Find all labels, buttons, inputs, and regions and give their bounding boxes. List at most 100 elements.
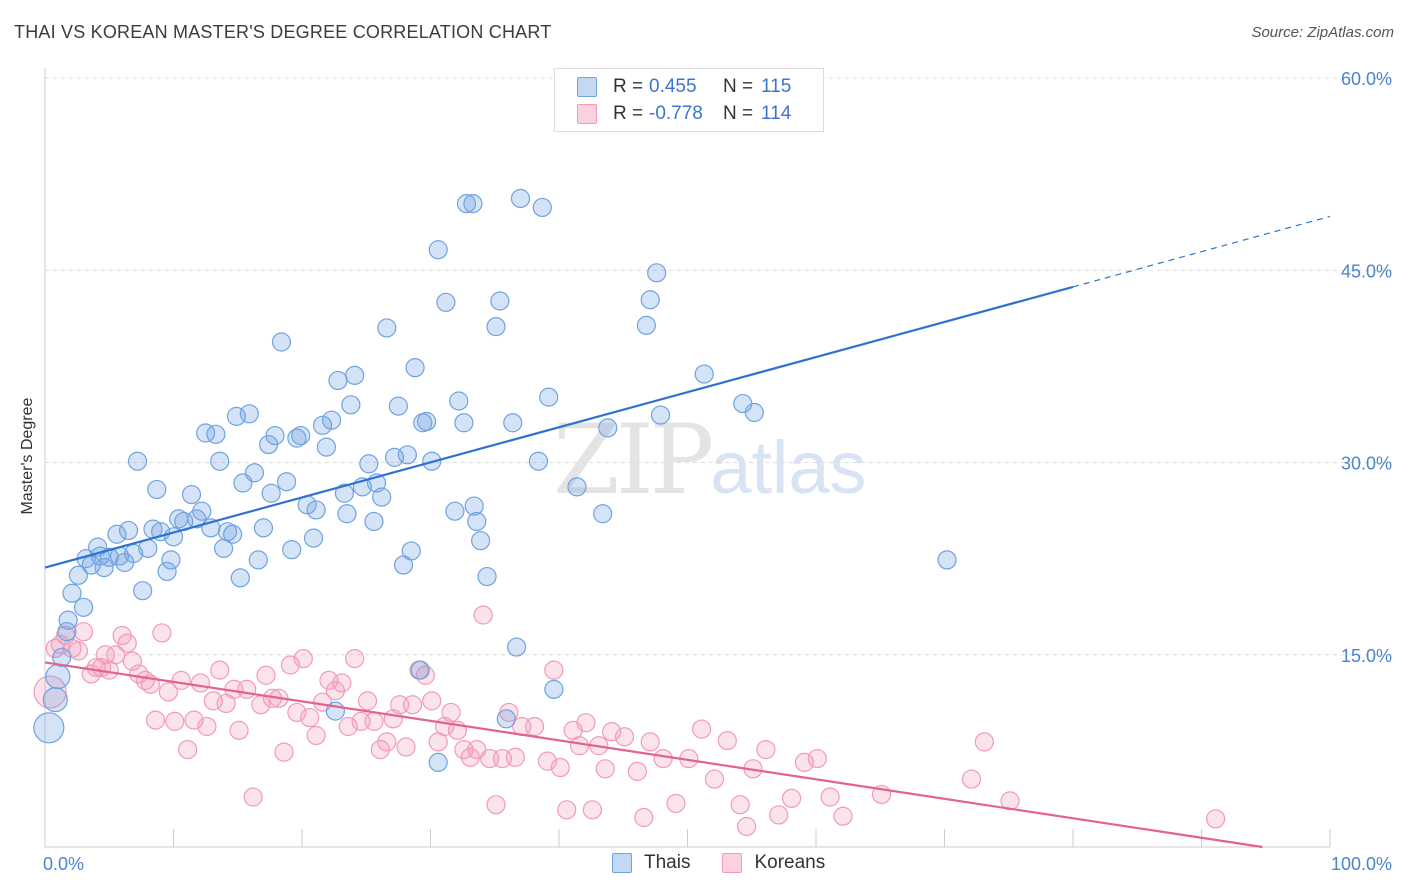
korean-point (557, 800, 577, 820)
thai-point (52, 647, 72, 667)
korean-point (338, 716, 358, 737)
koreans-legend-swatch (722, 853, 743, 873)
korean-point (306, 725, 326, 746)
korean-point (73, 622, 94, 642)
y-tick-label: 45.0% (1341, 261, 1392, 281)
legend-row-thais: R = 0.455 N = 115 (577, 75, 791, 99)
korean-point (569, 736, 590, 756)
thai-point (364, 511, 384, 532)
korean-point (640, 732, 660, 752)
thai-point (464, 496, 484, 516)
korean-point (473, 605, 493, 625)
korean-point (524, 716, 545, 737)
thai-point (210, 451, 230, 471)
korean-point (1206, 809, 1226, 829)
thai-point (490, 291, 510, 311)
korean-point (402, 695, 423, 715)
thai-point (230, 568, 250, 588)
thai-point (467, 511, 487, 532)
axes (44, 68, 1331, 848)
thai-point (316, 437, 337, 457)
thai-point (271, 332, 292, 352)
thais-legend-label: Thais (644, 852, 691, 873)
korean-point (95, 645, 115, 665)
thai-point (133, 581, 153, 601)
korean-point (165, 711, 185, 731)
korean-point (106, 645, 126, 665)
korean-point (704, 769, 725, 789)
thai-point (486, 317, 506, 337)
thai-point (436, 292, 456, 312)
korean-point (396, 737, 416, 757)
korean-point (595, 759, 615, 779)
thai-point (217, 522, 238, 542)
thai-point (417, 411, 437, 432)
thai-point (127, 451, 148, 471)
thai-point (388, 396, 408, 416)
thai-point (496, 709, 516, 729)
thai-point (337, 504, 357, 524)
legend-item-thais[interactable]: Thais (612, 852, 690, 874)
koreans-points (33, 605, 1226, 837)
thai-point (410, 660, 430, 680)
korean-point (300, 707, 320, 728)
thai-point (445, 501, 465, 521)
thai-point (196, 423, 216, 443)
thai-point (650, 405, 671, 425)
thai-point (397, 445, 417, 465)
korean-point (325, 681, 346, 701)
thai-point (640, 290, 660, 310)
grid-lines (45, 77, 1392, 656)
thai-point (192, 501, 212, 521)
korean-point (737, 816, 757, 837)
korean-point (505, 747, 525, 767)
thai-point (528, 451, 549, 471)
korean-point (550, 757, 570, 778)
korean-point (730, 795, 750, 815)
thai-point (328, 370, 348, 391)
korean-point (293, 648, 313, 669)
x-tick-label-max: 100.0% (1331, 854, 1392, 874)
thai-point (449, 391, 469, 411)
stats-legend: R = 0.455 N = 115 R = -0.778 N = 114 (554, 68, 824, 132)
series-legend: Thais Koreans (612, 852, 857, 874)
legend-n-label: N = (723, 76, 754, 97)
thai-point (744, 402, 764, 423)
korean-point (653, 748, 673, 769)
korean-point (33, 675, 67, 709)
korean-point (422, 691, 442, 711)
thai-point (937, 550, 957, 570)
thai-point (58, 610, 78, 630)
korean-point (68, 641, 89, 661)
thai-point (471, 531, 491, 551)
thai-point (244, 463, 265, 483)
korean-point (171, 670, 191, 690)
korean-point (460, 747, 480, 767)
watermark: ZIPatlas (553, 404, 867, 516)
korean-point (833, 806, 853, 826)
korean-point (345, 648, 365, 669)
thai-point (428, 752, 448, 773)
korean-point (152, 623, 172, 643)
korean-point (441, 702, 461, 723)
x-tick-label-min: 0.0% (43, 854, 84, 874)
korean-point (794, 752, 815, 773)
thai-point (68, 565, 89, 585)
thai-point (248, 550, 268, 570)
thai-point (45, 663, 71, 690)
thai-point (532, 197, 552, 218)
korean-point (602, 722, 622, 742)
korean-point (158, 682, 178, 702)
korean-point (544, 660, 564, 680)
legend-item-koreans[interactable]: Koreans (722, 852, 825, 874)
chart-title: THAI VS KOREAN MASTER'S DEGREE CORRELATI… (14, 22, 552, 42)
thai-point (94, 557, 114, 578)
korean-point (237, 679, 257, 699)
thai-point (567, 477, 587, 497)
thai-point (291, 425, 311, 446)
korean-point (756, 739, 776, 760)
trend-lines (44, 215, 1331, 849)
thai-point (359, 454, 379, 474)
legend-r-value: -0.778 (649, 103, 703, 124)
thai-point (477, 566, 497, 587)
